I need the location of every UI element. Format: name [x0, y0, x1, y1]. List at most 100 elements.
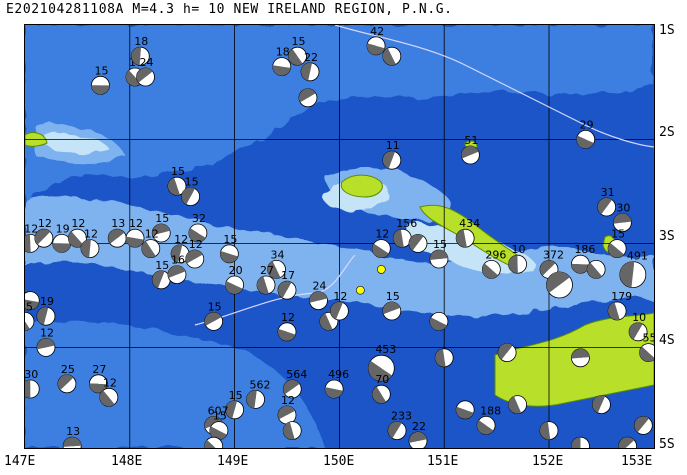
ocean-basin [25, 25, 654, 205]
focal-mechanism: 12 [68, 217, 87, 248]
beachball-compression [608, 242, 618, 256]
beachball-compression [367, 43, 377, 55]
beachball-compression [288, 48, 298, 62]
epicenter-marker [356, 285, 365, 295]
longitude-label-152e: 152E [532, 454, 564, 469]
beachball-compression [388, 302, 401, 311]
focal-mechanism: 12 [329, 290, 349, 321]
depth-label: 12 [375, 228, 389, 241]
depth-label: 15 [94, 64, 108, 77]
focal-mechanism: 188 [476, 404, 501, 435]
focal-mechanism: 42 [366, 25, 386, 56]
focal-mechanism: 22 [300, 51, 320, 82]
focal-mechanism: 25 [57, 363, 77, 394]
depth-label: 12 [281, 394, 295, 407]
depth-label: 12 [71, 217, 85, 230]
beachball-compression [173, 265, 186, 275]
focal-mechanism: 12 [141, 228, 161, 259]
beachball-compression [301, 62, 312, 72]
beachball-compression [246, 390, 257, 400]
beachball-compression [286, 379, 300, 389]
focal-mechanism: 24 [309, 280, 328, 311]
focal-mechanism: 12 [25, 222, 40, 253]
focal-mechanism: 12 [277, 311, 297, 342]
beachball-compression [303, 88, 316, 98]
beachball-compression [608, 302, 618, 314]
focal-mechanism: 12 [34, 217, 54, 248]
beachball-compression [267, 261, 277, 274]
depth-label: 10 [632, 311, 646, 324]
beachball-compression [393, 229, 403, 240]
beachball-compression [25, 321, 30, 331]
depth-label: 15 [223, 233, 237, 246]
ocean-south [25, 321, 325, 448]
beachball-compression [225, 281, 235, 294]
focal-mechanism: 15 [382, 290, 402, 321]
latitude-label-3s: 3S [659, 229, 675, 244]
depth-label: 564 [286, 368, 307, 381]
focal-mechanism: 491 [619, 250, 648, 289]
depth-label: 25 [61, 363, 75, 376]
longitude-label-151e: 151E [427, 454, 459, 469]
beachball-compression [587, 262, 597, 276]
beachball-compression [37, 229, 51, 239]
beachball-compression [372, 243, 382, 257]
beachball-compression [43, 338, 55, 348]
beachball-compression [482, 263, 492, 277]
depth-label: 11 [386, 139, 400, 152]
focal-mechanism [455, 400, 475, 420]
focal-mechanism: 22 [408, 420, 428, 448]
beachball-compression [368, 360, 382, 379]
focal-mechanism: 15 [225, 389, 245, 420]
depth-label: 70 [375, 373, 389, 386]
beachball-compression [579, 348, 590, 358]
focal-mechanism: 15 [25, 300, 35, 331]
focal-mechanism: 12 [80, 228, 100, 259]
beachball-compression [466, 146, 479, 155]
beachball-compression [435, 348, 445, 360]
focal-mechanism: 15 [167, 165, 187, 196]
latitude-label-5s: 5S [659, 437, 675, 452]
beachball-compression [188, 228, 198, 241]
focal-mechanism [546, 271, 573, 299]
beachball-compression [599, 197, 612, 207]
plate-boundary-north [334, 25, 654, 148]
beachball-compression [71, 437, 82, 447]
focal-mechanism [539, 421, 559, 441]
latitude-label-4s: 4S [659, 333, 675, 348]
focal-mechanism: 15 [429, 238, 449, 269]
beachball-compression [319, 313, 329, 326]
focal-mechanism: 496 [324, 368, 349, 399]
beachball-compression [438, 250, 448, 259]
depth-label: 15 [155, 259, 169, 272]
graticule [25, 25, 654, 448]
focal-mechanism: 434 [455, 217, 480, 248]
depth-label: 55 [643, 332, 654, 345]
beachball-compression [325, 387, 335, 398]
depth-label: 12 [84, 228, 98, 241]
depth-label: 15 [213, 410, 227, 423]
focal-mechanism [633, 415, 653, 435]
bathymetry-map: 1517182418152242115129151515324343130151… [25, 25, 654, 448]
focal-mechanism: 20 [225, 264, 245, 295]
depth-label: 179 [611, 290, 632, 303]
depth-label: 42 [370, 25, 384, 38]
focal-mechanism [408, 233, 428, 253]
focal-mechanism: 13 [107, 217, 127, 248]
latitude-label-1s: 1S [659, 23, 675, 38]
beachball-compression [389, 421, 402, 431]
focal-mechanism [25, 291, 40, 310]
focal-mechanism: 12 [277, 394, 297, 425]
beachball-compression [182, 187, 195, 197]
depth-label: 10 [512, 243, 526, 256]
beachball-compression [99, 390, 109, 404]
focal-mechanism: 15 [151, 212, 171, 243]
longitude-label-148e: 148E [111, 454, 143, 469]
focal-mechanisms: 1517182418152242115129151515324343130151… [25, 25, 654, 448]
beachball-compression [456, 406, 466, 419]
beachball-compression [571, 437, 581, 447]
depth-label: 18 [276, 46, 290, 59]
depth-label: 24 [140, 56, 154, 69]
depth-label: 233 [391, 410, 412, 423]
page-title: E202104281108A M=4.3 h= 10 NEW IRELAND R… [6, 2, 453, 17]
